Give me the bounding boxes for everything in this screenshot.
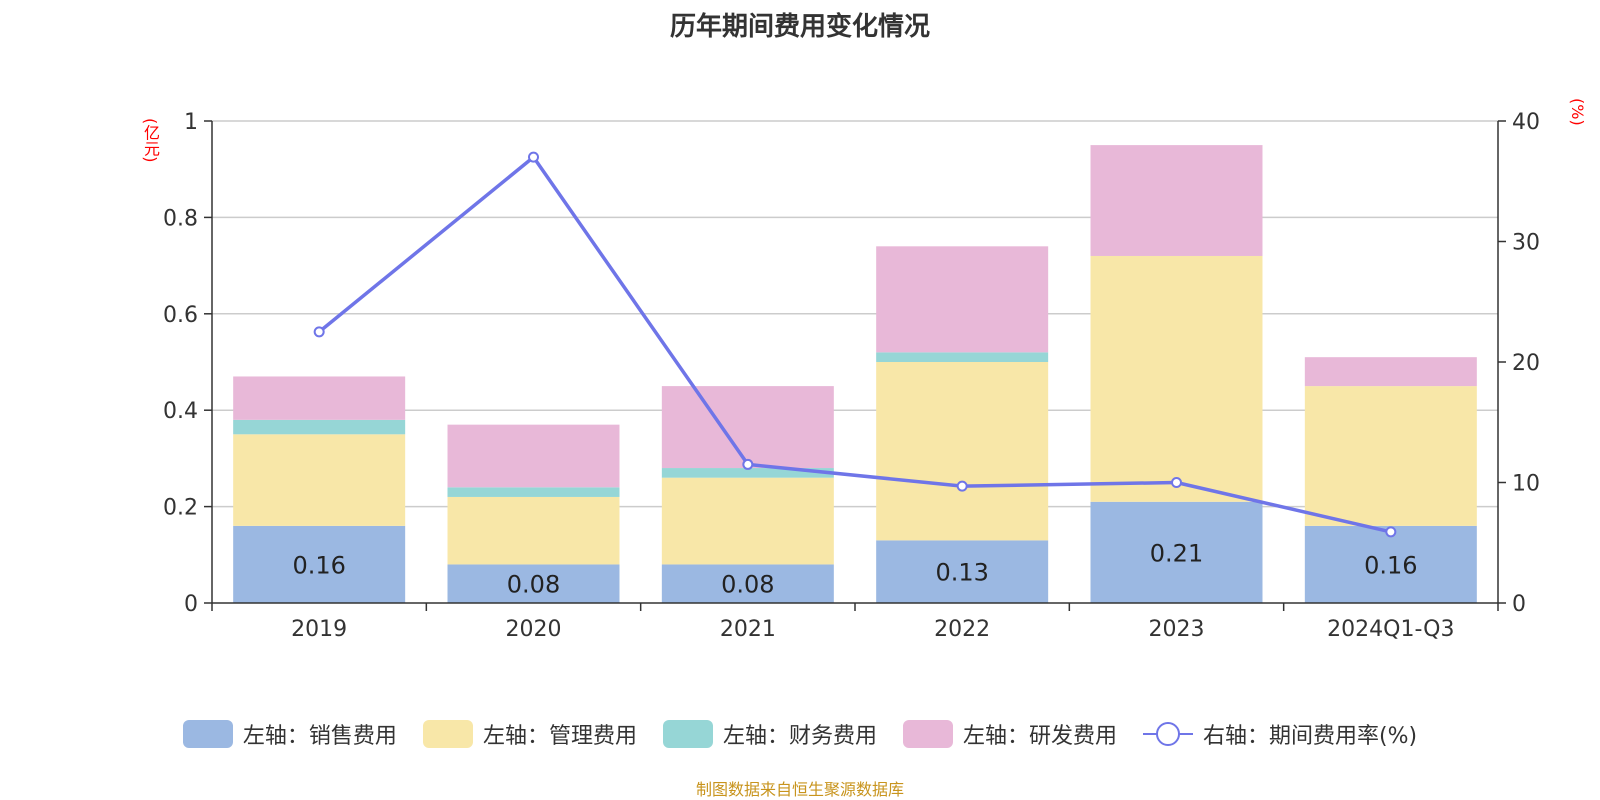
expense-rate-point (1171, 477, 1182, 488)
bar-segment-1 (1304, 525, 1477, 603)
legend-label-admin: 左轴：管理费用 (482, 724, 637, 749)
x-axis-tick-label: 2019 (291, 617, 347, 642)
right-axis-tick-label: 10 (1512, 472, 1540, 497)
legend-label-expense-rate: 右轴：期间费用率(%) (1202, 724, 1418, 749)
bar-segment-1 (876, 540, 1049, 603)
bar-segment-4 (1090, 145, 1263, 256)
bar-segment-4 (447, 424, 620, 488)
x-axis-tick-label: 2022 (934, 617, 990, 642)
bar-segment-2 (447, 496, 620, 565)
left-axis-unit: (亿元) (141, 118, 160, 163)
legend-label-finance: 左轴：财务费用 (722, 724, 877, 749)
bar-data-label: 0.16 (292, 551, 345, 579)
expense-rate-point (528, 151, 539, 163)
legend-label-sales: 左轴：销售费用 (242, 724, 397, 749)
legend-item-expense-rate[interactable]: 右轴：期间费用率(%) (1142, 718, 1418, 750)
left-axis-tick-label: 0.2 (163, 496, 198, 521)
legend-item-admin[interactable]: 左轴：管理费用 (422, 718, 637, 750)
legend-item-sales[interactable]: 左轴：销售费用 (182, 718, 397, 750)
left-axis-tick-label: 0.6 (163, 303, 198, 328)
bar-segment-4 (876, 246, 1049, 353)
bar-data-label: 0.13 (935, 559, 988, 587)
legend-swatch-rnd (902, 720, 953, 748)
bar-segment-1 (1090, 501, 1263, 603)
x-axis-tick-label: 2021 (720, 617, 776, 642)
legend: 左轴：销售费用 左轴：管理费用 左轴：财务费用 左轴：研发费用 右轴：期间费用率… (0, 718, 1600, 750)
bar-segment-1 (447, 564, 620, 603)
x-axis-tick-label: 2020 (506, 617, 562, 642)
right-axis-tick-label: 20 (1512, 351, 1540, 376)
expense-rate-point (313, 326, 325, 338)
bar-segment-1 (661, 564, 834, 603)
legend-swatch-admin (422, 720, 473, 748)
bar-data-label: 0.08 (507, 571, 560, 599)
right-axis-tick-label: 0 (1512, 592, 1526, 617)
chart-title: 历年期间费用变化情况 (669, 12, 930, 42)
bar-data-label: 0.08 (721, 571, 774, 599)
left-axis-tick-label: 0.4 (163, 399, 198, 424)
bar-segment-3 (661, 468, 834, 478)
bar-segment-2 (1304, 386, 1477, 526)
legend-swatch-sales (182, 720, 233, 748)
bar-segment-2 (1090, 255, 1263, 502)
bar-segment-4 (233, 376, 406, 420)
legend-line-marker-icon (1142, 720, 1193, 748)
bar-data-label: 0.21 (1150, 539, 1203, 567)
bar-segment-1 (233, 525, 406, 603)
x-axis-tick-label: 2023 (1149, 617, 1205, 642)
bar-data-label: 0.16 (1364, 551, 1417, 579)
expense-rate-point (742, 458, 754, 470)
legend-label-rnd: 左轴：研发费用 (962, 724, 1117, 749)
right-axis-tick-label: 30 (1512, 231, 1540, 256)
x-axis-tick-label: 2024Q1-Q3 (1327, 617, 1454, 642)
bar-segment-3 (876, 352, 1049, 362)
bar-segment-2 (876, 362, 1049, 541)
data-source-note: 制图数据来自恒生聚源数据库 (695, 780, 904, 799)
expense-rate-line (318, 155, 1392, 534)
expense-rate-point (1385, 526, 1397, 538)
bar-segment-3 (233, 419, 406, 435)
bar-segment-2 (233, 434, 406, 526)
bar-segment-4 (1304, 357, 1477, 387)
legend-item-rnd[interactable]: 左轴：研发费用 (902, 718, 1117, 750)
left-axis-tick-label: 0.8 (163, 206, 198, 231)
bar-segment-2 (661, 477, 834, 565)
legend-swatch-finance (662, 720, 713, 748)
right-axis-unit: (%) (1568, 98, 1587, 126)
expense-rate-point (956, 480, 968, 492)
legend-item-finance[interactable]: 左轴：财务费用 (662, 718, 877, 750)
bar-segment-4 (661, 386, 834, 469)
left-axis-tick-label: 1 (184, 110, 198, 135)
bar-segment-3 (447, 487, 620, 497)
right-axis-tick-label: 40 (1512, 110, 1540, 135)
left-axis-tick-label: 0 (184, 592, 198, 617)
